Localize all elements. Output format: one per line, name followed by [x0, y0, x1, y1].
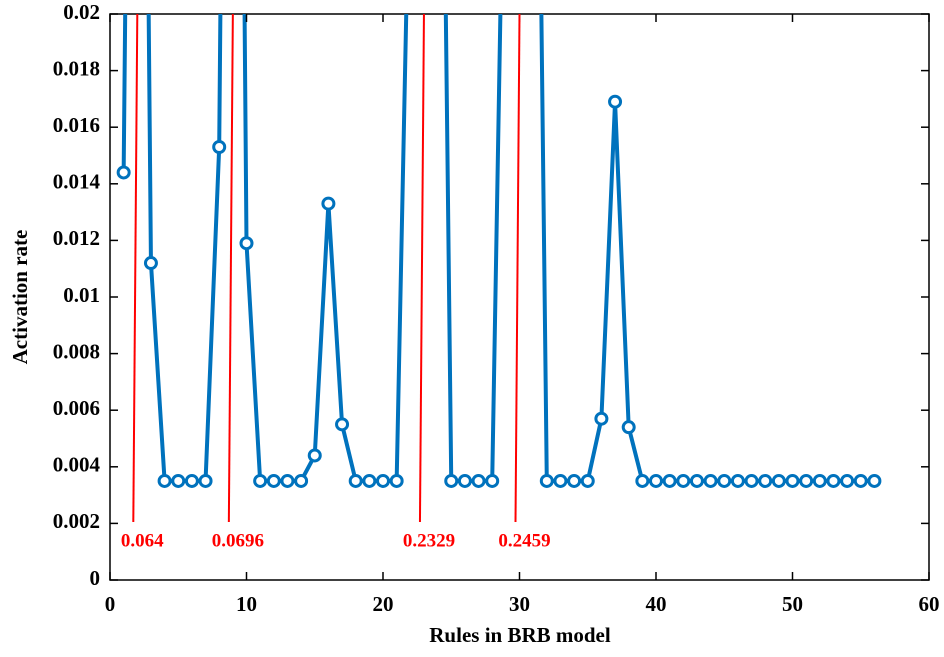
data-point [143, 256, 158, 271]
data-point [744, 473, 759, 488]
data-point [253, 473, 268, 488]
data-point [812, 473, 827, 488]
y-tick-label: 0.01 [63, 283, 100, 307]
y-tick-label: 0.004 [53, 453, 101, 477]
y-tick-label: 0.02 [63, 0, 100, 24]
y-tick-label: 0.018 [53, 56, 100, 80]
data-point [389, 473, 404, 488]
data-point [635, 473, 650, 488]
data-point [485, 473, 500, 488]
data-point [457, 473, 472, 488]
data-point [580, 473, 595, 488]
data-point [840, 473, 855, 488]
data-point [348, 473, 363, 488]
data-point [266, 473, 281, 488]
data-point [280, 473, 295, 488]
data-point [703, 473, 718, 488]
data-point [730, 473, 745, 488]
annotation-line [227, 13, 234, 523]
data-point [212, 140, 227, 155]
y-tick-label: 0.006 [53, 396, 100, 420]
data-point [867, 473, 882, 488]
data-point [307, 448, 322, 463]
data-point [335, 417, 350, 432]
data-point [471, 473, 486, 488]
annotation-label: 0.064 [121, 530, 164, 551]
data-point [689, 473, 704, 488]
data-point [294, 473, 309, 488]
annotation-line [418, 13, 425, 523]
x-tick-label: 20 [373, 592, 394, 616]
y-tick-label: 0.008 [53, 339, 100, 363]
annotation-line [132, 13, 139, 523]
data-point [116, 165, 131, 180]
x-tick-label: 40 [646, 592, 667, 616]
annotation-label: 0.2459 [498, 530, 550, 551]
x-tick-label: 0 [105, 592, 116, 616]
y-tick-label: 0.012 [53, 226, 100, 250]
data-point [676, 473, 691, 488]
data-point [785, 473, 800, 488]
y-tick-label: 0.016 [53, 113, 100, 137]
x-tick-label: 50 [782, 592, 803, 616]
data-point [362, 473, 377, 488]
data-point [157, 473, 172, 488]
data-point [799, 473, 814, 488]
x-tick-label: 30 [509, 592, 530, 616]
data-point [662, 473, 677, 488]
data-point [853, 473, 868, 488]
data-point [608, 94, 623, 109]
x-tick-label: 60 [919, 592, 940, 616]
annotation-label: 0.2329 [403, 530, 455, 551]
annotation-label: 0.0696 [212, 530, 264, 551]
data-point [239, 236, 254, 251]
data-point [758, 473, 773, 488]
x-tick-label: 10 [236, 592, 257, 616]
x-axis-label: Rules in BRB model [429, 623, 611, 647]
data-point [621, 420, 636, 435]
annotation-line [514, 13, 521, 523]
data-point [198, 473, 213, 488]
data-point [567, 473, 582, 488]
data-point [771, 473, 786, 488]
data-point [649, 473, 663, 488]
y-tick-label: 0 [90, 566, 101, 590]
data-point [444, 473, 459, 488]
data-point [376, 473, 390, 488]
data-point [553, 473, 568, 488]
data-point [594, 411, 609, 426]
y-axis-label: Activation rate [8, 230, 32, 365]
data-point [321, 196, 336, 211]
data-point [826, 473, 841, 488]
y-tick-label: 0.014 [53, 170, 101, 194]
data-point [184, 473, 199, 488]
data-point [171, 473, 186, 488]
y-tick-label: 0.002 [53, 509, 100, 533]
plot-content [116, 14, 882, 488]
data-point [539, 473, 554, 488]
data-point [717, 473, 732, 488]
